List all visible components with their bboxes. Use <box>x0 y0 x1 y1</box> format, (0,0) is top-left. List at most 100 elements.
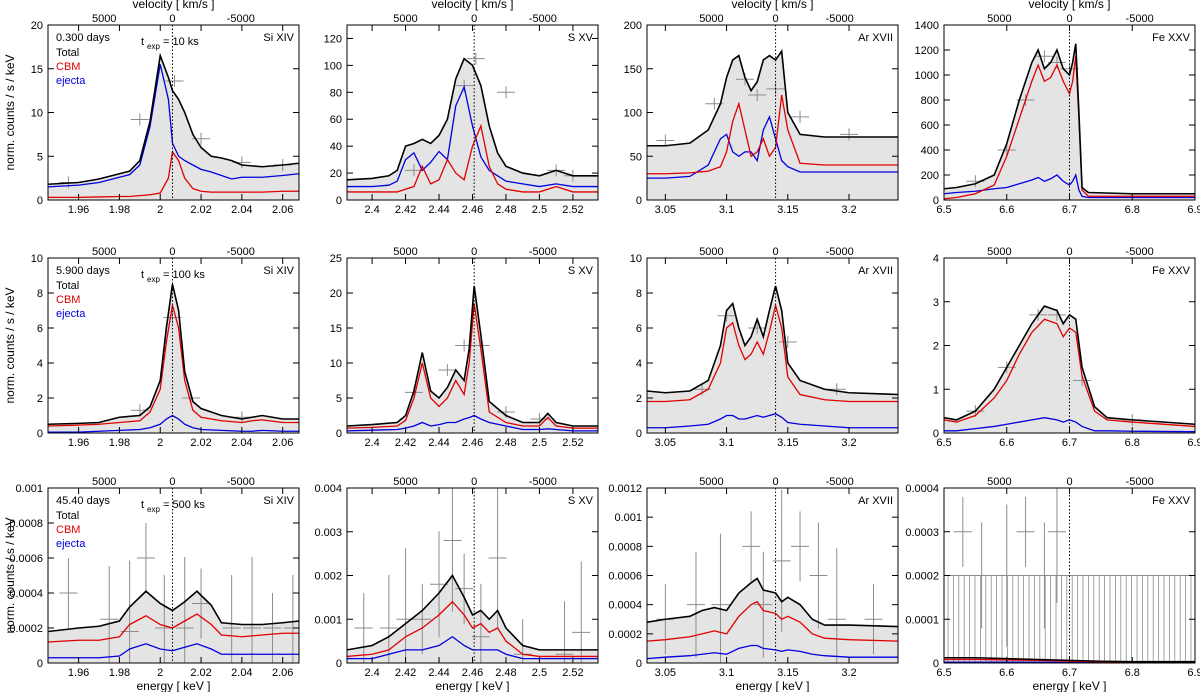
line-label: Si XIV <box>263 495 294 507</box>
x-tick-label: 1.98 <box>109 204 130 216</box>
velocity-axis-label: velocity [ km/s ] <box>731 0 813 11</box>
y-axis-label: norm. counts / s / keV <box>3 287 17 403</box>
x-tick-label: 2.02 <box>190 204 211 216</box>
plot-area <box>347 52 598 200</box>
x-tick-label: 1.98 <box>109 437 130 449</box>
x-tick-label: 2.02 <box>190 437 211 449</box>
y-tick-label: 800 <box>921 95 939 107</box>
x-tick-label: 3.05 <box>655 667 676 679</box>
y-tick-label: 0 <box>336 195 342 207</box>
epoch-label: 0.300 days <box>56 32 110 44</box>
y-tick-label: 0 <box>336 428 342 440</box>
x-tick-label: 6.7 <box>1062 437 1077 449</box>
y-tick-label: 2 <box>636 393 642 405</box>
x-tick-label: 6.8 <box>1125 437 1140 449</box>
velocity-tick-label: 5000 <box>92 476 116 488</box>
cbm-line <box>647 94 898 175</box>
velocity-tick-label: 0 <box>1066 476 1072 488</box>
y-tick-label: 15 <box>330 323 342 335</box>
y-axis-label: norm. counts / s / keV <box>3 517 17 633</box>
y-tick-label: 120 <box>324 33 342 45</box>
cbm-line <box>48 305 299 427</box>
velocity-tick-label: -5000 <box>1126 476 1154 488</box>
y-tick-label: 0 <box>636 658 642 670</box>
x-tick-label: 2.48 <box>495 667 516 679</box>
total-line <box>48 52 299 186</box>
x-tick-label: 2.52 <box>562 437 583 449</box>
plot-area <box>647 285 898 433</box>
legend-ejecta: ejecta <box>56 538 86 550</box>
axes-frame <box>646 257 899 434</box>
line-label: Ar XVII <box>858 265 893 277</box>
y-tick-label: 600 <box>921 120 939 132</box>
x-axis-label: energy [ keV ] <box>136 679 210 692</box>
total-line <box>944 305 1195 426</box>
total-line <box>347 57 598 181</box>
legend-cbm: CBM <box>56 61 80 73</box>
cbm-line <box>347 600 598 658</box>
x-tick-label: 6.8 <box>1125 667 1140 679</box>
x-tick-label: 6.6 <box>999 667 1014 679</box>
total-line <box>944 43 1195 195</box>
panel-0-2: 3.05 3.1 3.15 3.2 0 50 100 150 200 5000 0 -5000 velo… <box>624 0 899 216</box>
velocity-tick-label: 0 <box>169 246 175 258</box>
cbm-line <box>647 305 898 403</box>
total-fill <box>647 578 898 663</box>
x-tick-label: 3.15 <box>777 667 798 679</box>
y-tick-label: 4 <box>636 358 642 370</box>
total-line <box>347 285 598 427</box>
total-fill <box>347 58 598 200</box>
legend-ejecta: ejecta <box>56 75 86 87</box>
legend-cbm: CBM <box>56 524 80 536</box>
velocity-tick-label: 0 <box>772 246 778 258</box>
x-tick-label: 2.02 <box>190 667 211 679</box>
x-tick-label: 6.5 <box>936 204 951 216</box>
x-tick-label: 2 <box>157 667 163 679</box>
velocity-tick-label: 5000 <box>699 13 723 25</box>
y-tick-label: 0.0006 <box>9 553 43 565</box>
velocity-tick-label: -5000 <box>1126 13 1154 25</box>
velocity-axis-label: velocity [ km/s ] <box>132 0 214 11</box>
y-tick-label: 6 <box>636 323 642 335</box>
velocity-tick-label: 5000 <box>393 476 417 488</box>
y-tick-label: 1200 <box>915 45 939 57</box>
exposure-t: t <box>141 269 144 281</box>
y-tick-label: 0.001 <box>314 614 342 626</box>
y-tick-label: 0.0002 <box>9 623 43 635</box>
y-tick-label: 0.0012 <box>608 483 642 495</box>
y-tick-label: 0.0004 <box>9 588 43 600</box>
y-tick-label: 5 <box>336 393 342 405</box>
y-tick-label: 10 <box>630 253 642 265</box>
y-tick-label: 5 <box>37 151 43 163</box>
exposure-sub: exp <box>147 505 160 514</box>
y-tick-label: 2 <box>933 341 939 353</box>
plot-area <box>944 43 1195 200</box>
x-tick-label: 2.04 <box>231 667 252 679</box>
y-tick-label: 100 <box>624 108 642 120</box>
x-axis-label: energy [ keV ] <box>735 679 809 692</box>
y-tick-label: 0.0008 <box>9 518 43 530</box>
exposure-sub: exp <box>147 275 160 284</box>
y-tick-label: 200 <box>624 20 642 32</box>
velocity-tick-label: -5000 <box>529 13 557 25</box>
total-fill <box>48 284 299 433</box>
velocity-tick-label: 0 <box>1066 13 1072 25</box>
velocity-tick-label: -5000 <box>826 13 854 25</box>
y-tick-label: 100 <box>324 60 342 72</box>
x-tick-label: 6.9 <box>1187 437 1200 449</box>
y-tick-label: 0 <box>37 658 43 670</box>
x-tick-label: 2.48 <box>495 204 516 216</box>
x-tick-label: 2.5 <box>532 204 547 216</box>
y-tick-label: 0.002 <box>314 571 342 583</box>
ejecta-line <box>647 413 898 429</box>
velocity-tick-label: 5000 <box>92 13 116 25</box>
x-tick-label: 1.96 <box>68 437 89 449</box>
x-tick-label: 2.42 <box>395 204 416 216</box>
x-tick-label: 2.46 <box>462 667 483 679</box>
panel-2-3: 6.5 6.6 6.7 6.8 6.9 0 0.0001 0.0002 0.0003 0.0004… <box>905 476 1200 692</box>
x-tick-label: 2.04 <box>231 204 252 216</box>
x-axis-label: energy [ keV ] <box>435 679 509 692</box>
legend-total: Total <box>56 280 79 292</box>
velocity-tick-label: 0 <box>471 476 477 488</box>
ejecta-line <box>48 643 299 659</box>
